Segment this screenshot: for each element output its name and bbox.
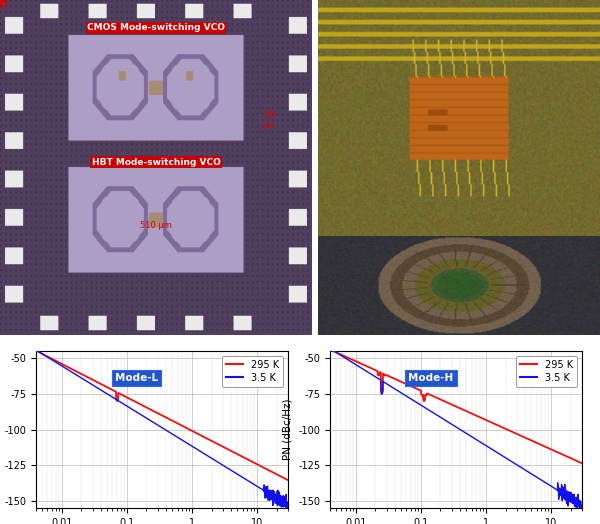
Text: 330
μm: 330 μm xyxy=(262,111,277,130)
Text: 510 μm: 510 μm xyxy=(140,221,172,231)
Text: Mode-H: Mode-H xyxy=(408,373,454,383)
Legend: 295 K, 3.5 K: 295 K, 3.5 K xyxy=(516,356,577,387)
Text: CMOS Mode-switching VCO: CMOS Mode-switching VCO xyxy=(87,24,225,32)
Legend: 295 K, 3.5 K: 295 K, 3.5 K xyxy=(222,356,283,387)
Text: HBT Mode-switching VCO: HBT Mode-switching VCO xyxy=(92,158,220,167)
Y-axis label: PN (dBc/Hz): PN (dBc/Hz) xyxy=(283,399,293,461)
Text: Mode-L: Mode-L xyxy=(115,373,158,383)
